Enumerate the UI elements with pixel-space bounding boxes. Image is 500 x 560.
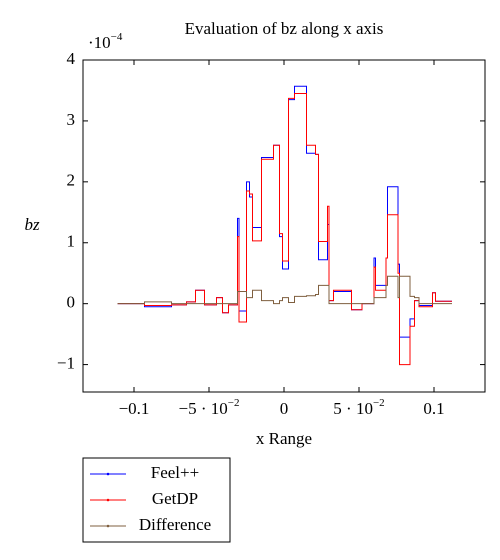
x-tick-label: 0 (280, 399, 289, 418)
y-tick-label: 0 (67, 293, 76, 312)
y-multiplier: ·10−4 (88, 31, 123, 52)
x-tick-label-text: −0.1 (119, 399, 150, 418)
x-tick-label-exponent: −2 (373, 397, 385, 409)
legend-label: Difference (139, 515, 211, 534)
x-axis-label: x Range (256, 429, 312, 448)
x-tick-label-text: 0 (280, 399, 289, 418)
x-tick-label: 5 · 10−2 (333, 397, 384, 418)
x-tick-label: 0.1 (423, 399, 444, 418)
legend-label: Feel++ (151, 463, 199, 482)
series-line (117, 93, 452, 366)
chart-title: Evaluation of bz along x axis (185, 19, 384, 38)
legend-label: GetDP (152, 489, 198, 508)
x-tick-label-text: 0.1 (423, 399, 444, 418)
y-tick-label: −1 (57, 353, 75, 372)
y-tick-label: 3 (67, 110, 76, 129)
series-line (117, 275, 452, 305)
x-tick-label: −5 · 10−2 (179, 397, 240, 418)
y-tick-label: 4 (67, 49, 76, 68)
y-tick-label: 1 (67, 232, 76, 251)
y-tick-label: 2 (67, 171, 76, 190)
series-line (117, 85, 452, 338)
y-axis-label: bz (24, 215, 40, 234)
x-tick-label: −0.1 (119, 399, 150, 418)
legend-marker (106, 498, 110, 502)
x-tick-label-text: 5 · 10 (333, 399, 373, 418)
plot-frame (82, 59, 486, 393)
legend-marker (106, 524, 110, 528)
legend-marker (106, 472, 110, 476)
multiplier-exponent: −4 (111, 31, 123, 43)
x-tick-label-exponent: −2 (228, 397, 240, 409)
multiplier-base: ·10 (88, 33, 111, 52)
x-tick-label-text: −5 · 10 (179, 399, 228, 418)
